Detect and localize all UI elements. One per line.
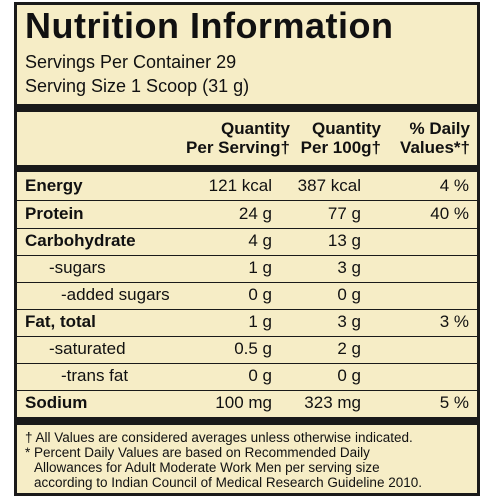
row-label: Carbohydrate [25,231,136,250]
table-row-added-sugars: -added sugars 0 g 0 g [17,283,477,309]
header-daily-values-line1: % Daily [409,119,470,138]
row-label: Protein [25,204,84,223]
row-per-100g: 0 g [337,366,361,385]
header-daily-values: % Daily Values*† [400,119,470,157]
row-per-serving: 100 mg [215,393,272,412]
table-row-sodium: Sodium 100 mg 323 mg 5 % [17,391,477,417]
row-per-serving: 1 g [248,258,272,277]
row-label: -trans fat [61,366,129,385]
row-divider [17,255,477,256]
row-per-serving: 0 g [248,366,272,385]
row-label: -saturated [49,339,126,358]
row-per-100g: 323 mg [304,393,361,412]
row-per-serving: 4 g [248,231,272,250]
servings-per-container: Servings Per Container 29 [25,52,237,72]
header-per-100g-line2: Per 100g† [300,138,381,157]
header-per-serving-line1: Quantity [221,119,290,138]
row-divider [17,363,477,364]
row-per-100g: 77 g [327,204,361,223]
divider-bottom [17,417,477,425]
row-label: Energy [25,176,83,195]
row-daily-value: 5 % [439,393,469,412]
table-row-fat-total: Fat, total 1 g 3 g 3 % [17,310,477,336]
header-per-serving: Quantity Per Serving† [186,119,290,157]
row-label: -added sugars [61,285,170,304]
table-row-sugars: -sugars 1 g 3 g [17,256,477,282]
row-per-serving: 24 g [238,204,272,223]
row-per-100g: 387 kcal [297,176,361,195]
footnote-daily-values-3: according to Indian Council of Medical R… [34,475,422,490]
row-label: -sugars [49,258,106,277]
serving-size: Serving Size 1 Scoop (31 g) [25,76,250,96]
row-label: Fat, total [25,312,96,331]
row-divider [17,336,477,337]
row-per-100g: 3 g [337,312,361,331]
row-label: Sodium [25,393,88,412]
row-per-100g: 13 g [327,231,361,250]
table-row-trans-fat: -trans fat 0 g 0 g [17,364,477,390]
header-per-100g-line1: Quantity [312,119,381,138]
row-per-100g: 0 g [337,285,361,304]
row-divider [17,200,477,201]
nutrition-panel: Nutrition Information Servings Per Conta… [14,2,480,496]
footnote-daily-values-2: Allowances for Adult Moderate Work Men p… [34,460,380,475]
row-daily-value: 40 % [430,204,469,223]
row-divider [17,282,477,283]
row-per-100g: 3 g [337,258,361,277]
row-per-serving: 121 kcal [208,176,272,195]
divider-top [17,104,477,112]
footnote-daily-values-1: * Percent Daily Values are based on Reco… [25,445,370,460]
header-per-100g: Quantity Per 100g† [301,119,381,157]
table-row-carbohydrate: Carbohydrate 4 g 13 g [17,229,477,255]
row-per-serving: 0.5 g [234,339,272,358]
row-divider [17,390,477,391]
table-row-protein: Protein 24 g 77 g 40 % [17,202,477,228]
row-per-serving: 1 g [248,312,272,331]
row-per-serving: 0 g [248,285,272,304]
row-daily-value: 3 % [439,312,469,331]
table-row-saturated: -saturated 0.5 g 2 g [17,337,477,363]
footnote-averages: † All Values are considered averages unl… [25,430,413,445]
header-per-serving-line2: Per Serving† [186,138,290,157]
divider-header [17,165,477,172]
table-row-energy: Energy 121 kcal 387 kcal 4 % [17,174,477,200]
row-daily-value: 4 % [439,176,469,195]
row-per-100g: 2 g [337,339,361,358]
panel-title: Nutrition Information [25,5,394,46]
row-divider [17,309,477,310]
header-daily-values-line2: Values*† [400,138,470,157]
row-divider [17,228,477,229]
